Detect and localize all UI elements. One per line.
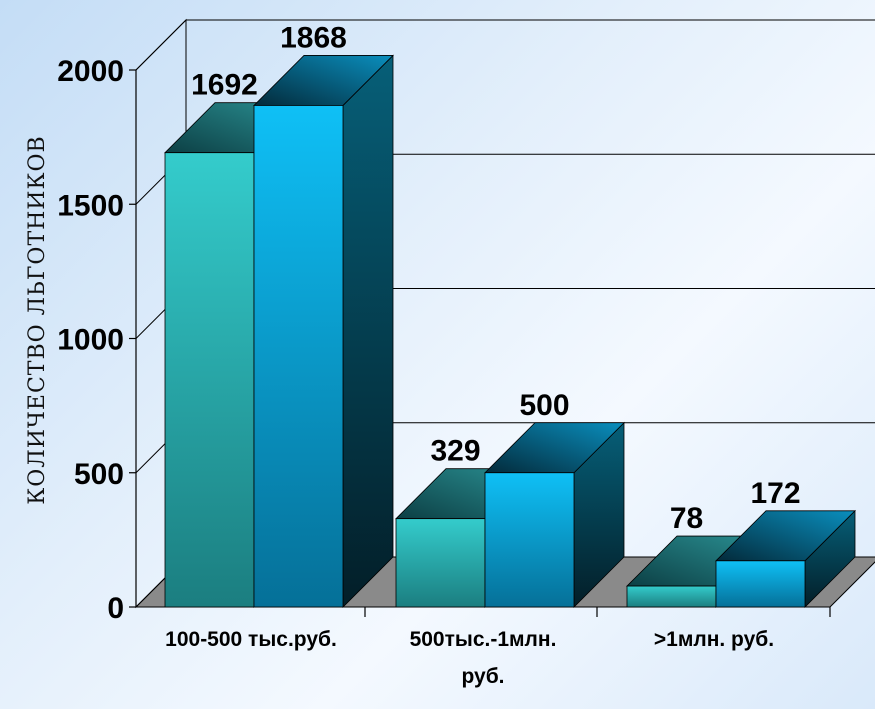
bar bbox=[395, 518, 486, 608]
bar bbox=[715, 560, 806, 608]
y-tick-label: 0 bbox=[107, 592, 124, 625]
x-tick-label: 500тыс.-1млн. bbox=[410, 628, 557, 651]
y-tick-label: 1000 bbox=[57, 324, 124, 357]
data-label: 500 bbox=[519, 389, 569, 422]
data-label: 1692 bbox=[191, 69, 258, 102]
bar bbox=[484, 472, 575, 608]
y-tick-label: 2000 bbox=[57, 55, 124, 88]
bar bbox=[253, 105, 344, 608]
gridline-side bbox=[135, 19, 187, 71]
data-label: 329 bbox=[430, 435, 480, 468]
data-label: 1868 bbox=[280, 21, 347, 54]
x-tick-label: 100-500 тыс.руб. bbox=[165, 628, 337, 651]
data-label: 172 bbox=[750, 477, 800, 510]
data-label: 78 bbox=[670, 502, 703, 535]
x-tick-label: >1млн. руб. bbox=[654, 628, 774, 651]
y-tick-label: 500 bbox=[74, 458, 124, 491]
bar-side bbox=[342, 54, 394, 608]
x-tick-label: руб. bbox=[461, 665, 504, 688]
bar bbox=[626, 585, 717, 608]
y-tick-label: 1500 bbox=[57, 189, 124, 222]
bar bbox=[164, 152, 255, 608]
y-axis-label: КОЛИЧЕСТВО ЛЬГОТНИКОВ bbox=[25, 135, 50, 504]
